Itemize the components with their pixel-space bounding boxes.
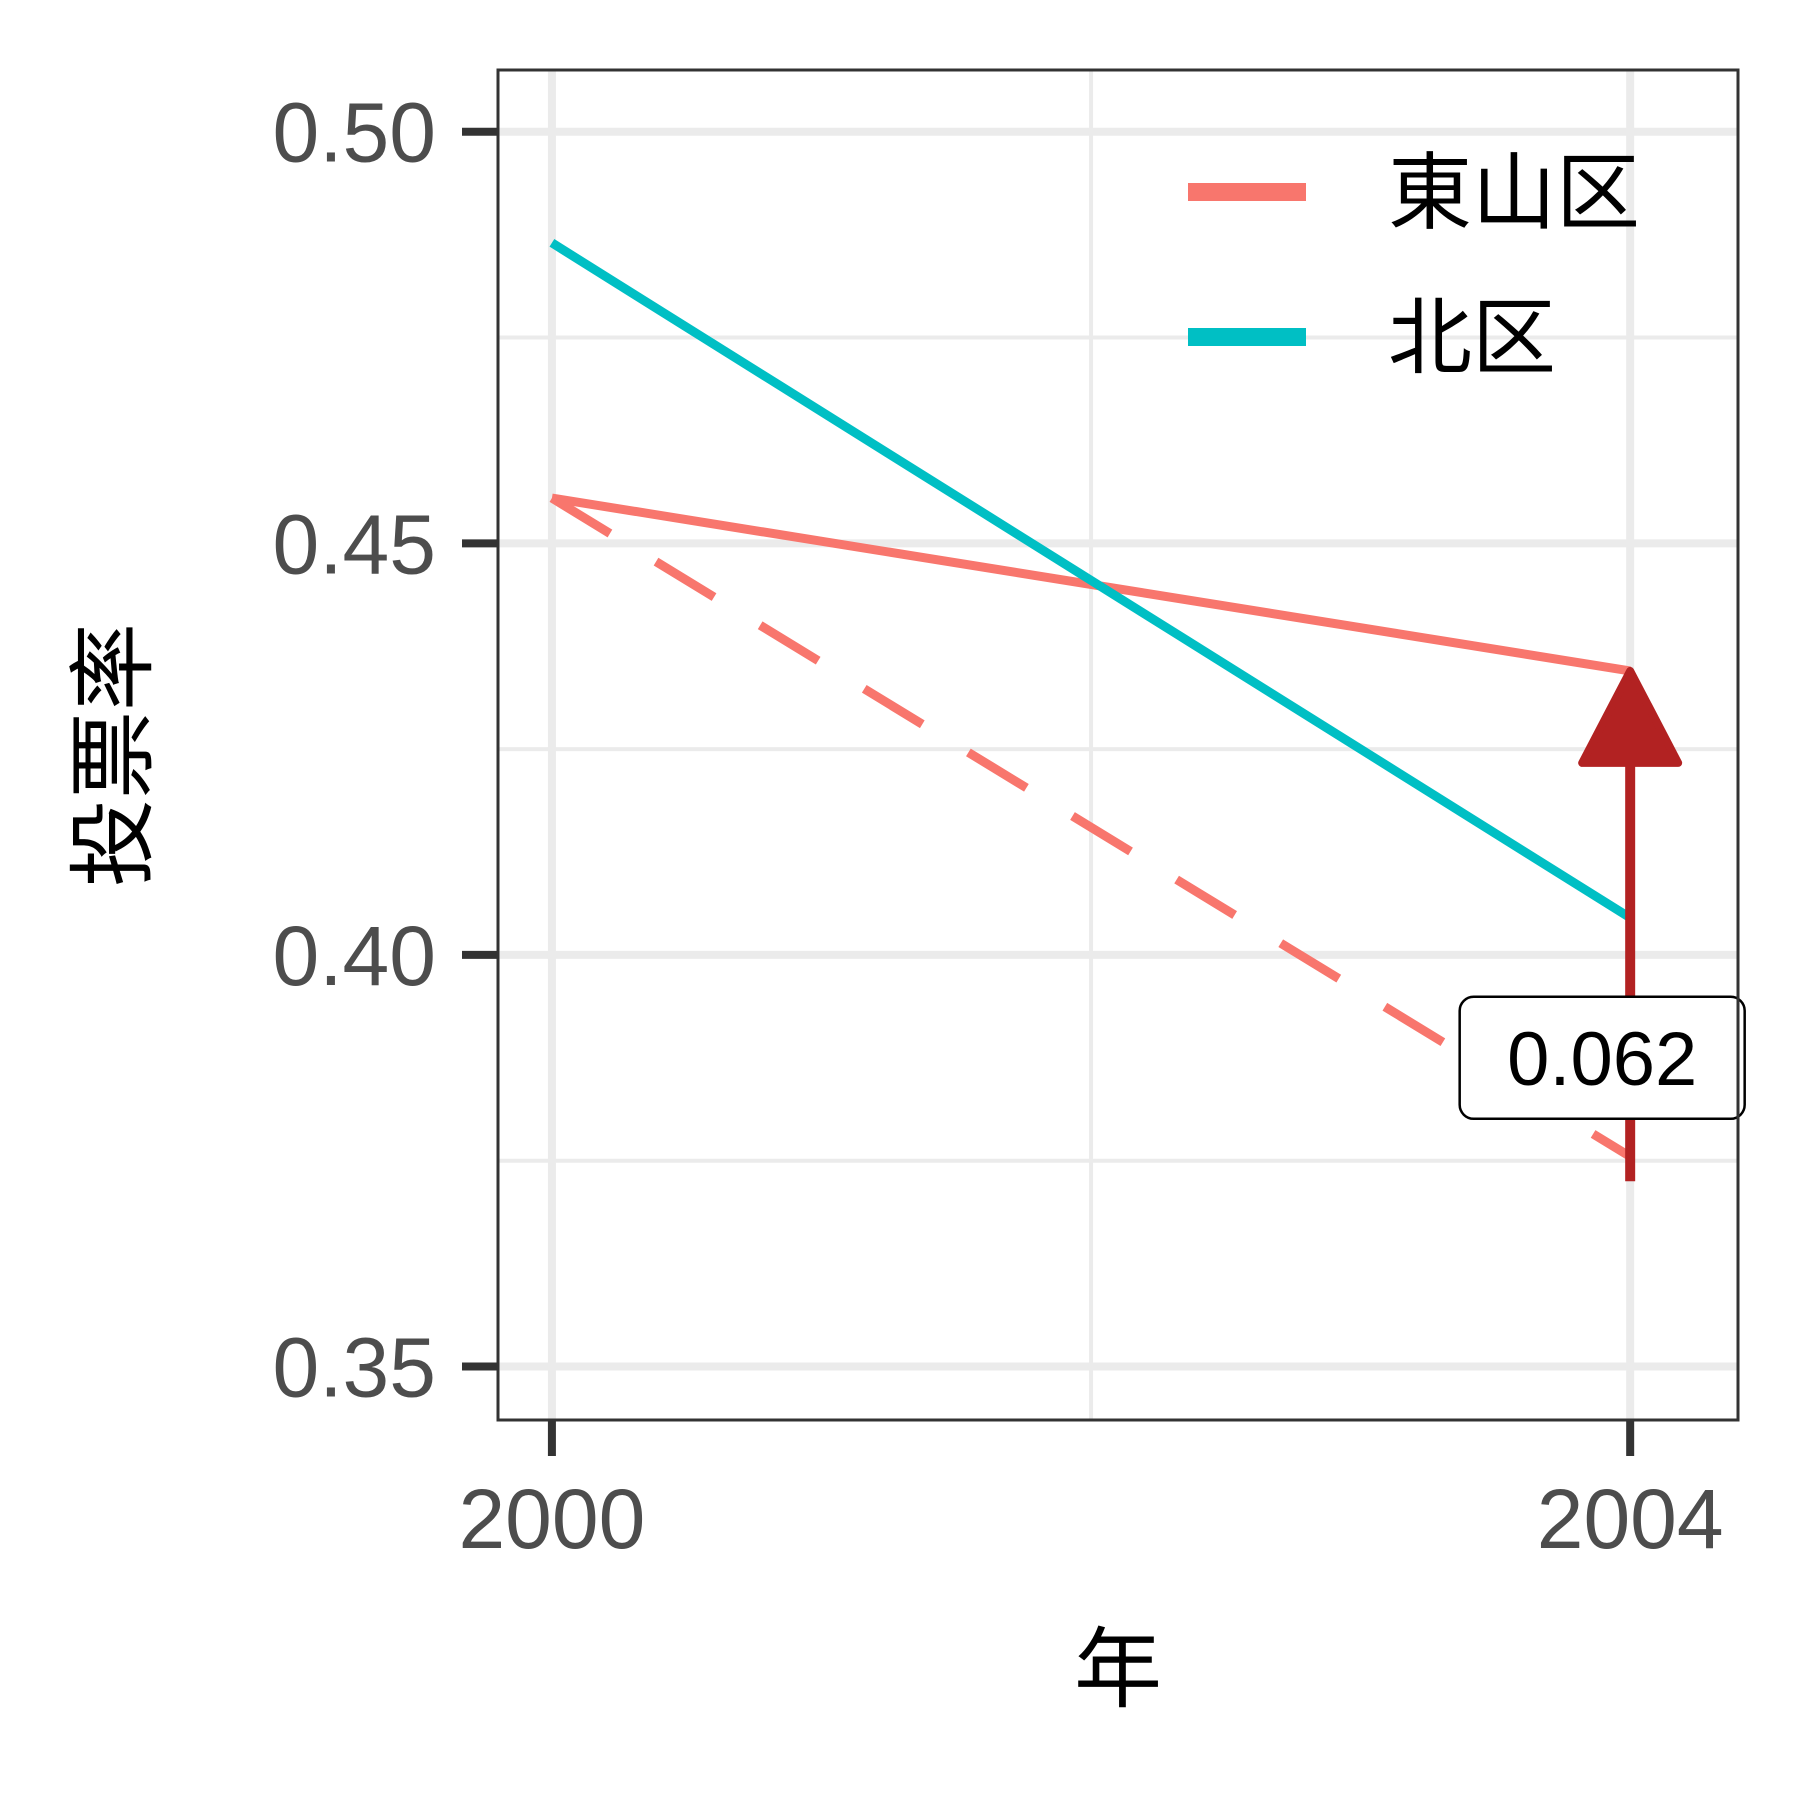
y-tick-label: 0.40 — [273, 909, 437, 1003]
counterfactual-line — [549, 494, 1633, 1161]
plot-panel — [498, 70, 1738, 1420]
legend-label-1: 東山区 — [1388, 144, 1640, 242]
series-line-2 — [549, 239, 1633, 922]
series-lines — [549, 239, 1633, 1161]
difference-annotation: 0.062 — [1458, 666, 1746, 1182]
annotation-label-box — [1458, 995, 1746, 1121]
y-tick-label: 0.45 — [273, 497, 437, 591]
plot-panel-border — [496, 68, 1740, 1422]
x-axis: 2000 2004 — [458, 1420, 1724, 1566]
y-axis: 0.35 0.40 0.45 0.50 — [273, 86, 498, 1414]
x-tick-label: 2000 — [458, 1472, 645, 1566]
annotation-label: 0.062 — [1507, 1017, 1697, 1102]
y-tick-label: 0.35 — [273, 1320, 437, 1414]
y-axis-title: 投票率 — [62, 623, 165, 887]
legend-label-2: 北区 — [1388, 289, 1556, 387]
x-tick-label: 2004 — [1537, 1472, 1724, 1566]
arrow-head — [1578, 666, 1683, 767]
y-tick-label: 0.50 — [273, 86, 437, 180]
x-axis-title: 年 — [1074, 1618, 1162, 1721]
